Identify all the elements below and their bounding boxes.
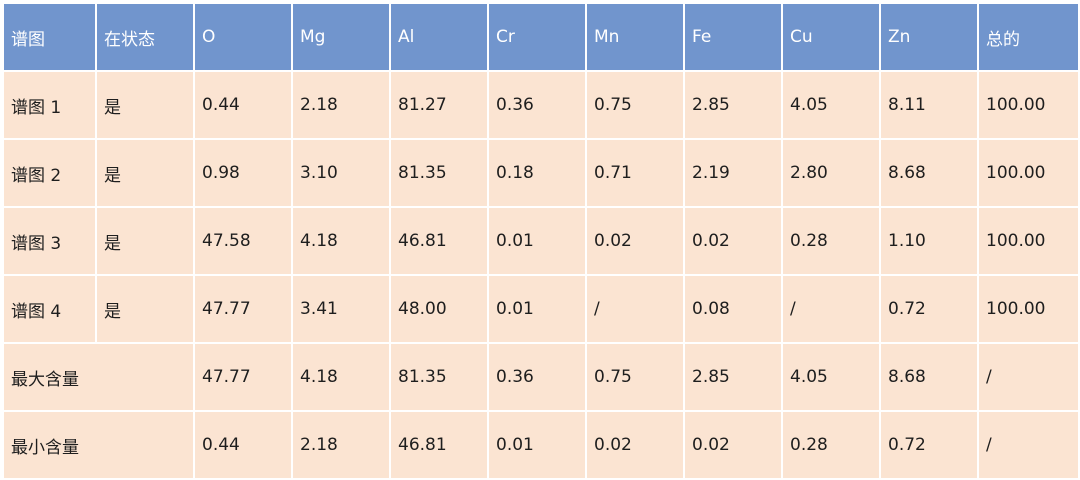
table-row: 谱图 1 是 0.44 2.18 81.27 0.36 0.75 2.85 4.… (2, 70, 1080, 140)
cell-total: 100.00 (977, 138, 1080, 208)
cell-total: 100.00 (977, 206, 1080, 276)
cell-zn: 1.10 (879, 206, 979, 276)
cell-summary-label: 最小含量 (2, 410, 195, 480)
cell-al: 46.81 (389, 410, 489, 480)
cell-state: 是 (95, 138, 195, 208)
cell-al: 46.81 (389, 206, 489, 276)
table-row: 谱图 4 是 47.77 3.41 48.00 0.01 / 0.08 / 0.… (2, 274, 1080, 344)
cell-cu: 4.05 (781, 342, 881, 412)
header-al: Al (389, 2, 489, 72)
cell-state: 是 (95, 206, 195, 276)
cell-fe: 2.19 (683, 138, 783, 208)
cell-zn: 8.68 (879, 138, 979, 208)
cell-total: 100.00 (977, 274, 1080, 344)
cell-al: 48.00 (389, 274, 489, 344)
header-cr: Cr (487, 2, 587, 72)
table-row: 谱图 2 是 0.98 3.10 81.35 0.18 0.71 2.19 2.… (2, 138, 1080, 208)
cell-mn: 0.75 (585, 342, 685, 412)
cell-mg: 4.18 (291, 206, 391, 276)
cell-mn: 0.75 (585, 70, 685, 140)
cell-mg: 3.10 (291, 138, 391, 208)
summary-row-min: 最小含量 0.44 2.18 46.81 0.01 0.02 0.02 0.28… (2, 410, 1080, 480)
cell-o: 0.98 (193, 138, 293, 208)
header-total: 总的 (977, 2, 1080, 72)
cell-mn: / (585, 274, 685, 344)
cell-total: 100.00 (977, 70, 1080, 140)
cell-summary-label: 最大含量 (2, 342, 195, 412)
cell-mn: 0.02 (585, 410, 685, 480)
cell-state: 是 (95, 274, 195, 344)
cell-al: 81.35 (389, 138, 489, 208)
table-header: 谱图 在状态 O Mg Al Cr Mn Fe Cu Zn 总的 (2, 2, 1080, 72)
cell-state: 是 (95, 70, 195, 140)
cell-mg: 4.18 (291, 342, 391, 412)
header-mg: Mg (291, 2, 391, 72)
cell-mn: 0.71 (585, 138, 685, 208)
cell-fe: 0.08 (683, 274, 783, 344)
cell-fe: 2.85 (683, 70, 783, 140)
cell-total: / (977, 410, 1080, 480)
cell-zn: 0.72 (879, 274, 979, 344)
cell-cu: 0.28 (781, 410, 881, 480)
header-o: O (193, 2, 293, 72)
cell-spectrum: 谱图 3 (2, 206, 97, 276)
cell-zn: 8.68 (879, 342, 979, 412)
header-zn: Zn (879, 2, 979, 72)
cell-spectrum: 谱图 2 (2, 138, 97, 208)
cell-zn: 0.72 (879, 410, 979, 480)
cell-cr: 0.01 (487, 410, 587, 480)
header-mn: Mn (585, 2, 685, 72)
cell-cu: 0.28 (781, 206, 881, 276)
cell-o: 47.77 (193, 342, 293, 412)
cell-cu: 2.80 (781, 138, 881, 208)
cell-cu: 4.05 (781, 70, 881, 140)
cell-o: 47.58 (193, 206, 293, 276)
header-cu: Cu (781, 2, 881, 72)
cell-cu: / (781, 274, 881, 344)
cell-mg: 2.18 (291, 70, 391, 140)
cell-al: 81.35 (389, 342, 489, 412)
cell-cr: 0.36 (487, 70, 587, 140)
cell-cr: 0.01 (487, 206, 587, 276)
cell-spectrum: 谱图 4 (2, 274, 97, 344)
cell-mg: 2.18 (291, 410, 391, 480)
header-fe: Fe (683, 2, 783, 72)
cell-total: / (977, 342, 1080, 412)
cell-cr: 0.01 (487, 274, 587, 344)
cell-zn: 8.11 (879, 70, 979, 140)
header-spectrum: 谱图 (2, 2, 97, 72)
cell-o: 0.44 (193, 410, 293, 480)
cell-fe: 2.85 (683, 342, 783, 412)
cell-cr: 0.36 (487, 342, 587, 412)
cell-mn: 0.02 (585, 206, 685, 276)
cell-o: 0.44 (193, 70, 293, 140)
cell-fe: 0.02 (683, 206, 783, 276)
cell-al: 81.27 (389, 70, 489, 140)
header-state: 在状态 (95, 2, 195, 72)
cell-o: 47.77 (193, 274, 293, 344)
table-body: 谱图 1 是 0.44 2.18 81.27 0.36 0.75 2.85 4.… (2, 70, 1080, 480)
header-row: 谱图 在状态 O Mg Al Cr Mn Fe Cu Zn 总的 (2, 2, 1080, 72)
summary-row-max: 最大含量 47.77 4.18 81.35 0.36 0.75 2.85 4.0… (2, 342, 1080, 412)
cell-cr: 0.18 (487, 138, 587, 208)
cell-mg: 3.41 (291, 274, 391, 344)
table-row: 谱图 3 是 47.58 4.18 46.81 0.01 0.02 0.02 0… (2, 206, 1080, 276)
cell-spectrum: 谱图 1 (2, 70, 97, 140)
cell-fe: 0.02 (683, 410, 783, 480)
